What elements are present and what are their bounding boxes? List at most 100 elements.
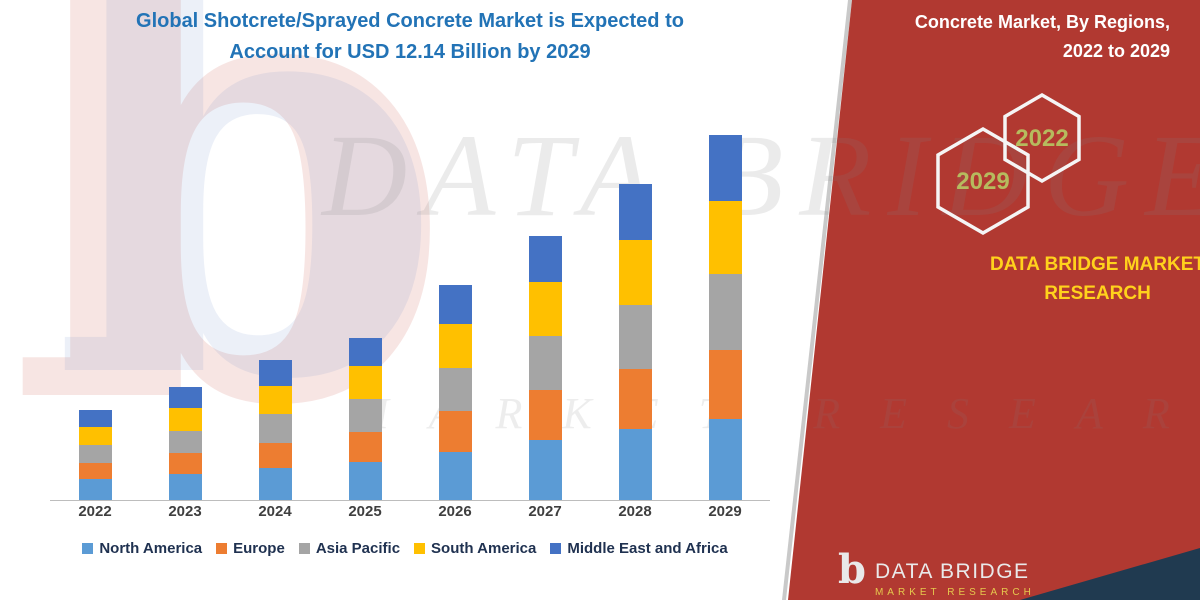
bar-segment <box>618 184 652 241</box>
bar-segment <box>708 134 742 201</box>
legend-label: South America <box>431 540 537 557</box>
bar-stack <box>438 285 472 500</box>
panel-heading-line2: 2022 to 2029 <box>1062 40 1170 61</box>
bar-segment <box>78 426 112 445</box>
legend-item: Middle East and Africa <box>550 540 728 557</box>
bar-stack <box>78 410 112 500</box>
x-axis-label: 2022 <box>78 503 112 520</box>
bar-stack <box>708 134 742 500</box>
bar-stack <box>348 337 382 500</box>
bar-segment <box>258 360 292 386</box>
bar-segment <box>168 430 202 454</box>
bar-column <box>680 134 770 500</box>
brand-text: DATA BRIDGE MARKET RESEARCH <box>990 250 1200 309</box>
bar-segment <box>528 336 562 391</box>
bar-column <box>50 135 140 500</box>
bottom-dark-strip <box>1020 548 1200 600</box>
chart-title-line2: Account for USD 12.14 Billion by 2029 <box>229 41 591 63</box>
bar-segment <box>438 451 472 500</box>
bar-segment <box>528 390 562 440</box>
bar-segment <box>438 324 472 368</box>
bar-segment <box>168 387 202 409</box>
footer-logo: b DATA BRIDGE MARKET RESEARCH <box>838 546 1035 599</box>
bar-column <box>500 135 590 500</box>
chart-title: Global Shotcrete/Sprayed Concrete Market… <box>60 6 760 68</box>
bar-column <box>140 135 230 500</box>
legend-item: Asia Pacific <box>298 540 400 557</box>
bar-stack <box>258 360 292 500</box>
data-bridge-logo-icon: b <box>838 546 866 593</box>
bar-column <box>590 135 680 500</box>
bar-segment <box>168 408 202 431</box>
hexagon-year-2022: 2022 <box>1015 125 1068 152</box>
legend-label: Europe <box>233 540 285 557</box>
legend-swatch <box>414 543 426 554</box>
hexagon-year-2029: 2029 <box>956 168 1009 195</box>
bar-segment <box>708 200 742 275</box>
bar-stack <box>528 235 562 500</box>
legend-label: North America <box>99 540 203 557</box>
x-axis-label: 2023 <box>168 503 202 520</box>
bar-segment <box>708 274 742 350</box>
hexagon-2029 <box>936 126 1030 236</box>
bar-column <box>230 135 320 500</box>
bar-segment <box>438 411 472 452</box>
legend-label: Middle East and Africa <box>567 540 728 557</box>
bar-segment <box>168 453 202 475</box>
red-side-panel <box>788 0 1200 600</box>
legend-swatch <box>82 543 94 554</box>
x-axis-label: 2028 <box>618 503 652 520</box>
x-axis-label: 2027 <box>528 503 562 520</box>
year-hexagons: 2029 2022 <box>936 92 1081 236</box>
bar-segment <box>528 235 562 283</box>
bar-stack <box>618 184 652 500</box>
x-axis-labels: 2022 2023 2024 2025 2026 2027 2028 2029 <box>50 503 770 520</box>
x-axis-label: 2026 <box>438 503 472 520</box>
legend-item: South America <box>414 540 536 557</box>
bar-segment <box>348 366 382 400</box>
footer-tagline: MARKET RESEARCH <box>874 587 1035 598</box>
x-axis-label: 2025 <box>348 503 382 520</box>
bar-segment <box>258 414 292 443</box>
x-axis-label: 2024 <box>258 503 292 520</box>
legend-swatch <box>550 543 562 554</box>
panel-heading: Concrete Market, By Regions, 2022 to 202… <box>850 8 1170 66</box>
bar-segment <box>348 399 382 433</box>
bar-segment <box>618 304 652 370</box>
bar-segment <box>258 442 292 469</box>
bar-segment <box>528 439 562 500</box>
bar-segment <box>348 337 382 367</box>
bar-stack <box>168 387 202 500</box>
bar-segment <box>618 240 652 305</box>
footer-wordmark: DATA BRIDGE <box>874 560 1030 583</box>
bar-segment <box>618 429 652 500</box>
legend: North America Europe Asia Pacific South Ame… <box>35 540 775 557</box>
brand-text-line1: DATA BRIDGE MARKET <box>990 254 1200 275</box>
legend-item: North America <box>82 540 202 557</box>
bar-column <box>320 135 410 500</box>
brand-text-line2: RESEARCH <box>1044 283 1151 305</box>
plot-area <box>50 134 770 501</box>
bar-segment <box>708 418 742 500</box>
bar-segment <box>708 349 742 419</box>
bar-segment <box>528 282 562 337</box>
bar-segment <box>78 479 112 500</box>
bar-segment <box>78 444 112 463</box>
bar-segment <box>618 369 652 430</box>
hexagon-2022 <box>1003 92 1081 184</box>
bar-segment <box>78 410 112 427</box>
bar-segment <box>348 432 382 463</box>
bar-segment <box>258 468 292 500</box>
chart-title-line1: Global Shotcrete/Sprayed Concrete Market… <box>136 10 684 32</box>
bar-segment <box>438 285 472 325</box>
x-axis-label: 2029 <box>708 503 742 520</box>
bar-segment <box>168 474 202 500</box>
bar-segment <box>348 462 382 500</box>
bar-segment <box>438 367 472 412</box>
legend-item: Europe <box>216 540 285 557</box>
legend-swatch <box>298 543 310 554</box>
bar-column <box>410 135 500 500</box>
bar-segment <box>258 385 292 415</box>
